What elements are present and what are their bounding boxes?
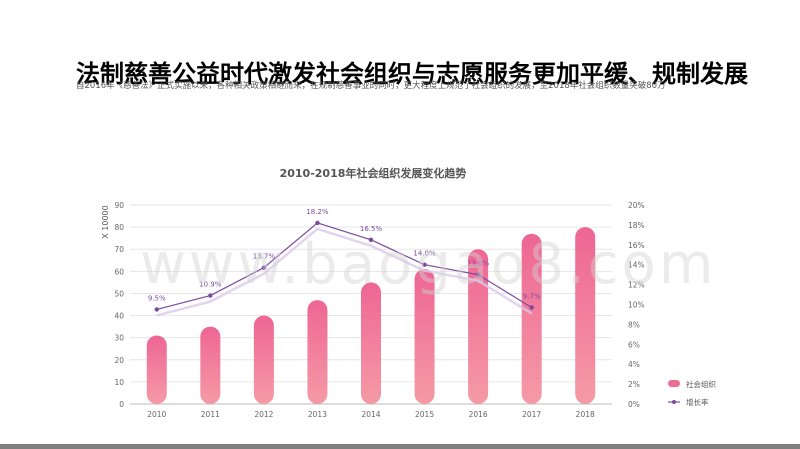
legend-label: 增长率 [686,397,709,407]
line-point [208,293,213,298]
line-point [315,220,320,226]
legend-label: 社会组织 [686,379,716,389]
bottom-bar [0,444,800,449]
bar [253,315,274,404]
y2-tick-label: 18% [628,221,645,230]
data-label: 9.7% [523,292,541,300]
data-label: 13.0% [467,260,490,268]
legend-swatch-bar [668,380,680,387]
x-tick-label: 2018 [576,410,595,419]
y-tick-label: 50 [114,289,124,298]
y2-tick-label: 16% [628,241,645,250]
line-point [368,237,374,243]
y2-tick-label: 6% [628,340,640,349]
line-point [475,272,481,277]
bar [361,282,381,404]
x-tick-label: 2010 [147,410,166,419]
bar [414,269,435,404]
x-tick-label: 2017 [522,410,541,419]
data-label: 16.5% [360,225,383,233]
y2-tick-label: 20% [628,201,645,210]
x-tick-label: 2014 [361,410,380,419]
y2-tick-label: 12% [628,281,645,290]
y2-tick-label: 8% [628,320,640,329]
data-label: 10.9% [199,281,222,289]
legend-swatch-dot [672,400,676,404]
line-shadow [156,227,533,317]
y-tick-label: 0 [119,400,124,409]
bar [575,227,596,404]
bar [200,326,221,404]
line-point [154,307,159,312]
y-tick-label: 10 [114,378,124,387]
line-point [422,262,427,267]
x-tick-label: 2011 [201,410,220,419]
data-label: 18.2% [306,208,329,216]
y-tick-label: 80 [114,223,124,232]
y-tick-label: 20 [114,356,124,365]
y2-tick-label: 2% [628,380,640,389]
data-label: 14.0% [413,250,436,258]
x-tick-label: 2015 [415,410,434,419]
y-tick-label: 30 [114,334,124,343]
x-tick-label: 2012 [254,410,273,419]
y2-tick-label: 14% [628,261,645,270]
page-title: 法制慈善公益时代激发社会组织与志愿服务更加平缓、规制发展 [76,60,748,88]
y2-tick-label: 10% [628,301,645,310]
y2-tick-label: 0% [628,400,640,409]
y2-tick-label: 4% [628,360,640,369]
growth-rate-line [156,222,532,311]
y-tick-label: 40 [114,312,124,321]
y-tick-label: 90 [114,201,124,210]
y-tick-label: 70 [114,245,124,254]
data-label: 13.7% [253,253,276,261]
x-tick-label: 2016 [469,410,488,419]
bar [307,300,328,404]
line-point [529,305,534,310]
line-point [261,265,267,270]
y-tick-label: 60 [114,267,124,276]
y-axis-label: X 10000 [101,205,110,238]
bar [521,233,542,404]
bar [468,249,489,404]
page-subtitle: 自2016年《慈善法》正式实施以来，各种相关政策相继而来，在规制慈善事业的同时，… [76,81,666,91]
x-tick-label: 2013 [308,410,327,419]
data-label: 9.5% [148,294,166,302]
chart-title: 2010-2018年社会组织发展变化趋势 [280,166,467,180]
bar [146,335,167,404]
